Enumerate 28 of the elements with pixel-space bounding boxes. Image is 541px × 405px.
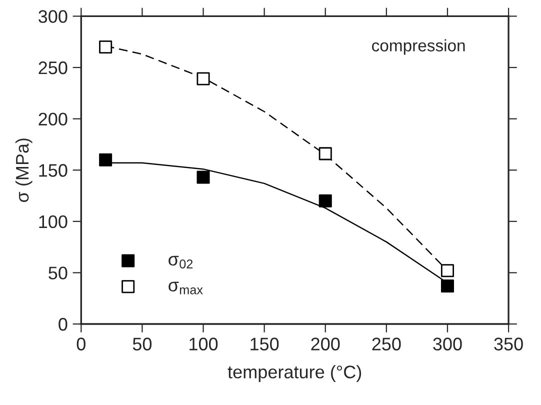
point xyxy=(318,194,332,208)
x-tick-label: 50 xyxy=(132,338,152,350)
y-tick-label: 100 xyxy=(39,215,68,228)
x-tick-label: 300 xyxy=(433,338,462,350)
legend-label: σ$_{max}$ xyxy=(168,282,203,294)
x-tick-label: 0 xyxy=(76,338,86,350)
x-tick-label: 350 xyxy=(494,338,523,350)
legend-label: σ$_{02}$ xyxy=(168,256,193,268)
x-tick-label: 200 xyxy=(311,338,340,350)
point xyxy=(318,147,332,160)
x-tick-label: 100 xyxy=(190,338,218,350)
point xyxy=(440,280,454,293)
point xyxy=(99,40,112,54)
y-tick-label: 200 xyxy=(38,112,68,126)
x-axis-title: temperature (°C) xyxy=(228,365,362,382)
x-tick-label: 250 xyxy=(372,338,401,350)
y-tick-label: 50 xyxy=(48,266,68,280)
y-tick-label: 150 xyxy=(39,164,68,177)
y-tick-label: 0 xyxy=(58,318,68,331)
point xyxy=(99,153,112,166)
annotation: compression xyxy=(372,39,465,55)
x-tick-label: 150 xyxy=(250,338,279,350)
point xyxy=(440,264,454,278)
y-axis-title: σ (MPa) xyxy=(15,138,32,202)
point xyxy=(196,72,210,86)
y-tick-label: 250 xyxy=(38,61,68,74)
point xyxy=(196,170,210,184)
y-tick-label: 300 xyxy=(38,10,68,23)
